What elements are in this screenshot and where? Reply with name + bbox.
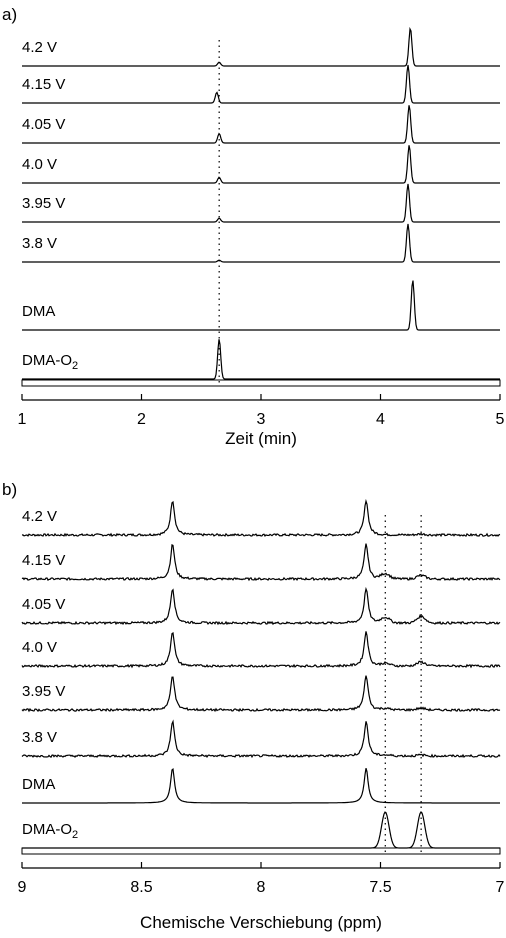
nmr-spectrum-trace xyxy=(22,811,500,849)
panel-a-label: a) xyxy=(2,5,17,24)
panel-b-series-label: 4.2 V xyxy=(22,508,57,525)
panel-b-x-axis-label: Chemische Verschiebung (ppm) xyxy=(140,913,382,932)
panel-b-series-label: 4.05 V xyxy=(22,596,65,613)
panel-a-series-label: DMA-O2 xyxy=(22,352,78,372)
nmr-spectrum-trace xyxy=(21,719,501,759)
panel-a-series-label: 4.2 V xyxy=(22,39,57,56)
panel-a: a) 4.2 V 4.15 V 4.05 V 4.0 V 3.95 V 3.8 V DMA D… xyxy=(2,5,505,448)
panel-a-series-label: 4.0 V xyxy=(22,156,57,173)
panel-a-series-label: 3.8 V xyxy=(22,235,57,252)
chromatogram-trace xyxy=(22,223,500,263)
chromatogram-trace xyxy=(22,26,500,67)
nmr-spectrum-trace xyxy=(21,586,501,626)
chromatogram-trace xyxy=(22,339,500,380)
panel-b-series-label: 4.15 V xyxy=(22,552,65,569)
panel-b-tick-label: 7.5 xyxy=(369,879,391,896)
panel-b-tick-label: 8.5 xyxy=(130,879,152,896)
chromatogram-trace xyxy=(22,280,500,331)
panel-a-x-axis-label: Zeit (min) xyxy=(225,429,297,448)
chromatogram-trace xyxy=(22,183,500,223)
panel-a-series-label: 3.95 V xyxy=(22,195,65,212)
panel-b-frame xyxy=(21,847,501,855)
chromatogram-trace xyxy=(22,105,500,144)
nmr-spectrum-trace xyxy=(22,767,500,804)
panel-b-tick-label: 8 xyxy=(257,879,266,896)
panel-a-series-label: 4.15 V xyxy=(22,76,65,93)
panel-a-series-label: 4.05 V xyxy=(22,116,65,133)
panel-b-series-label: 3.95 V xyxy=(22,683,65,700)
nmr-spectrum-trace xyxy=(21,543,501,582)
panel-b-series-label: 3.8 V xyxy=(22,729,57,746)
chromatogram-trace xyxy=(22,64,500,104)
panel-a-tick-label: 4 xyxy=(376,411,385,428)
chromatogram-trace xyxy=(22,145,500,184)
nmr-spectrum-trace xyxy=(21,631,501,669)
panel-b-series-label: DMA xyxy=(22,776,55,793)
panel-a-tick-label: 2 xyxy=(137,411,146,428)
panel-a-tick-label: 1 xyxy=(18,411,27,428)
panel-b-series-label: DMA-O2 xyxy=(22,821,78,841)
panel-b: b) 4.2 V 4.15 V 4.05 V 4.0 V 3.95 V 3.8 V DMA D… xyxy=(2,480,505,932)
panel-a-series-label: DMA xyxy=(22,303,55,320)
nmr-spectrum-trace xyxy=(21,675,501,713)
panel-b-series-label: 4.0 V xyxy=(22,639,57,656)
panel-b-label: b) xyxy=(2,480,17,499)
panel-b-tick-label: 7 xyxy=(496,879,505,896)
panel-a-frame xyxy=(21,379,501,387)
panel-b-tick-label: 9 xyxy=(18,879,27,896)
nmr-spectrum-trace xyxy=(21,498,501,538)
panel-a-tick-label: 3 xyxy=(257,411,266,428)
panel-a-tick-label: 5 xyxy=(496,411,505,428)
